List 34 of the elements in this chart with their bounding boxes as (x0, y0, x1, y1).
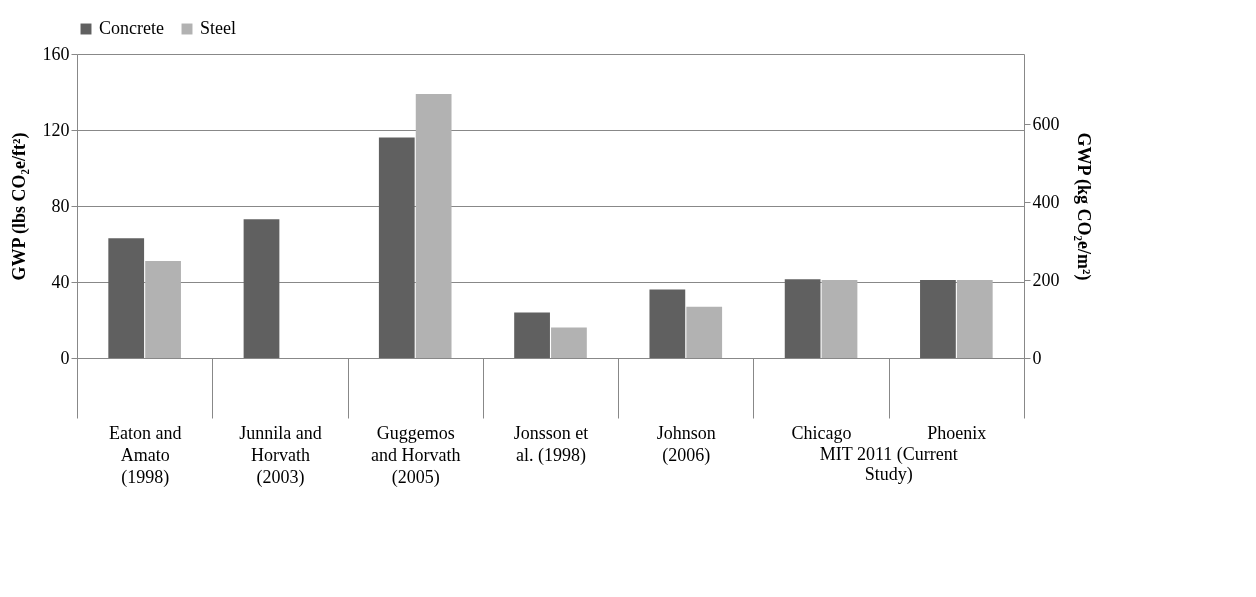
bar (551, 327, 587, 358)
y-tick-label: 160 (42, 43, 70, 64)
bar (784, 279, 821, 358)
x-tick-label: Jonsson et al. (1998) (513, 422, 589, 466)
y2-tick-label: 600 (1032, 113, 1060, 134)
bar (108, 238, 145, 358)
x-tick-label: Chicago (791, 422, 852, 443)
bar (920, 280, 956, 358)
y-tick-label: 40 (51, 271, 70, 292)
x-tick-label: Junnila and Horvath (2003) (239, 422, 322, 488)
y2-tick-label: 0 (1032, 347, 1042, 368)
bar (686, 306, 723, 358)
bar (956, 280, 993, 358)
bar (649, 289, 686, 358)
y-tick-label: 120 (42, 119, 70, 140)
y-tick-label: 0 (60, 347, 70, 368)
text: MIT 2011 (Current Study) (819, 444, 958, 485)
bar (821, 280, 858, 358)
bar (378, 137, 415, 358)
legend-label: Steel (200, 18, 236, 38)
y2-axis-title: GWP (kg CO₂e/m²) (1072, 132, 1094, 281)
y-tick-label: 80 (51, 195, 70, 216)
x-tick-label: Johnson (2006) (656, 422, 716, 466)
bar (243, 219, 280, 358)
x-tick-label: Eaton and Amato (1998) (108, 422, 182, 488)
legend-label: Concrete (99, 18, 164, 38)
x-tick-label: Guggemos and Horvath (2005) (370, 422, 461, 488)
x-tick-label: Phoenix (927, 422, 987, 443)
y2-tick-label: 200 (1032, 269, 1060, 290)
bar (145, 261, 181, 358)
y-axis-title: GWP (lbs CO₂e/ft²) (8, 132, 30, 281)
bar (514, 312, 550, 358)
bar (415, 93, 452, 358)
y2-tick-label: 400 (1032, 191, 1060, 212)
